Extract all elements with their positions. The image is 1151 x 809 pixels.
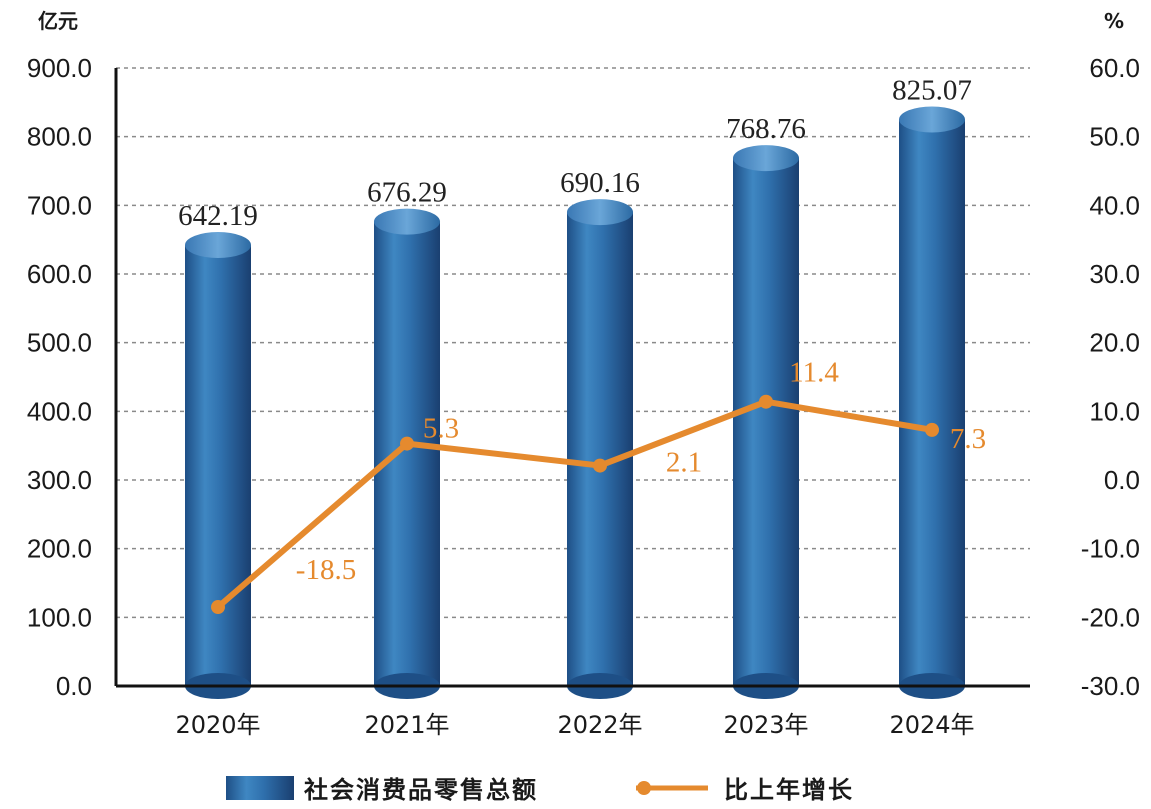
left-tick-label: 300.0 bbox=[27, 465, 92, 495]
right-axis-unit: % bbox=[1104, 9, 1124, 33]
bar-value-label: 642.19 bbox=[178, 200, 258, 232]
bar-series: 642.19 676.29 690.16 768.76 825.07 bbox=[178, 74, 972, 699]
left-tick-label: 0.0 bbox=[56, 671, 92, 701]
legend-line-label: 比上年增长 bbox=[724, 776, 854, 804]
category-label: 2023年 bbox=[723, 711, 808, 739]
right-tick-label: 60.0 bbox=[1089, 53, 1140, 83]
left-tick-label: 800.0 bbox=[27, 122, 92, 152]
left-axis-ticks: 0.0 100.0 200.0 300.0 400.0 500.0 600.0 700.0 80… bbox=[27, 53, 92, 701]
category-label: 2022年 bbox=[557, 711, 642, 739]
right-tick-label: 50.0 bbox=[1089, 122, 1140, 152]
bar-top bbox=[374, 208, 440, 235]
bar: 642.19 bbox=[178, 200, 258, 699]
bar: 825.07 bbox=[892, 74, 972, 699]
right-tick-label: -20.0 bbox=[1081, 602, 1140, 632]
left-tick-label: 400.0 bbox=[27, 396, 92, 426]
right-tick-label: 0.0 bbox=[1104, 465, 1140, 495]
bar-value-label: 825.07 bbox=[892, 74, 972, 106]
line-value-label: 11.4 bbox=[789, 357, 839, 389]
left-tick-label: 900.0 bbox=[27, 53, 92, 83]
right-tick-label: 30.0 bbox=[1089, 259, 1140, 289]
line-point bbox=[759, 394, 773, 409]
category-label: 2024年 bbox=[889, 711, 974, 739]
bar-top bbox=[567, 199, 633, 226]
right-tick-label: 20.0 bbox=[1089, 328, 1140, 358]
bar-body bbox=[374, 221, 440, 686]
right-tick-label: 40.0 bbox=[1089, 190, 1140, 220]
line-point bbox=[400, 436, 414, 451]
bar-body bbox=[567, 212, 633, 686]
legend-line-marker bbox=[637, 781, 651, 795]
left-tick-label: 500.0 bbox=[27, 328, 92, 358]
bar: 690.16 bbox=[560, 167, 640, 699]
bar-top bbox=[185, 232, 251, 259]
bar-value-label: 676.29 bbox=[367, 177, 447, 209]
bar: 768.76 bbox=[726, 113, 806, 699]
axes bbox=[114, 68, 1030, 688]
category-label: 2021年 bbox=[364, 711, 449, 739]
left-tick-label: 600.0 bbox=[27, 259, 92, 289]
legend: 社会消费品零售总额 比上年增长 bbox=[226, 776, 854, 804]
left-tick-label: 700.0 bbox=[27, 190, 92, 220]
left-tick-label: 200.0 bbox=[27, 534, 92, 564]
line-series: -18.5 5.3 2.1 11.4 7.3 bbox=[211, 357, 986, 615]
line-point bbox=[925, 422, 939, 437]
line-value-label: 5.3 bbox=[423, 413, 459, 445]
legend-bar-swatch bbox=[226, 776, 294, 800]
right-tick-label: -10.0 bbox=[1081, 534, 1140, 564]
right-axis-ticks: -30.0 -20.0 -10.0 0.0 10.0 20.0 30.0 40.0 50.0 60… bbox=[1081, 53, 1140, 701]
category-label: 2020年 bbox=[175, 711, 260, 739]
line-value-label: 7.3 bbox=[950, 423, 986, 455]
left-tick-label: 100.0 bbox=[27, 602, 92, 632]
right-tick-label: -30.0 bbox=[1081, 671, 1140, 701]
line-value-label: 2.1 bbox=[666, 447, 702, 479]
bar-value-label: 690.16 bbox=[560, 167, 640, 199]
left-axis-unit: 亿元 bbox=[38, 9, 78, 33]
bar-body bbox=[185, 245, 251, 686]
line-point bbox=[593, 458, 607, 473]
right-tick-label: 10.0 bbox=[1089, 396, 1140, 426]
legend-bar-label: 社会消费品零售总额 bbox=[304, 776, 538, 804]
bar-body bbox=[733, 158, 799, 686]
bar-top bbox=[733, 145, 799, 172]
bar-body bbox=[899, 119, 965, 687]
bar-value-label: 768.76 bbox=[726, 113, 806, 145]
line-point bbox=[211, 600, 225, 615]
line-value-label: -18.5 bbox=[296, 554, 356, 586]
category-labels: 2020年 2021年 2022年 2023年 2024年 bbox=[175, 711, 974, 739]
bar-top bbox=[899, 106, 965, 133]
